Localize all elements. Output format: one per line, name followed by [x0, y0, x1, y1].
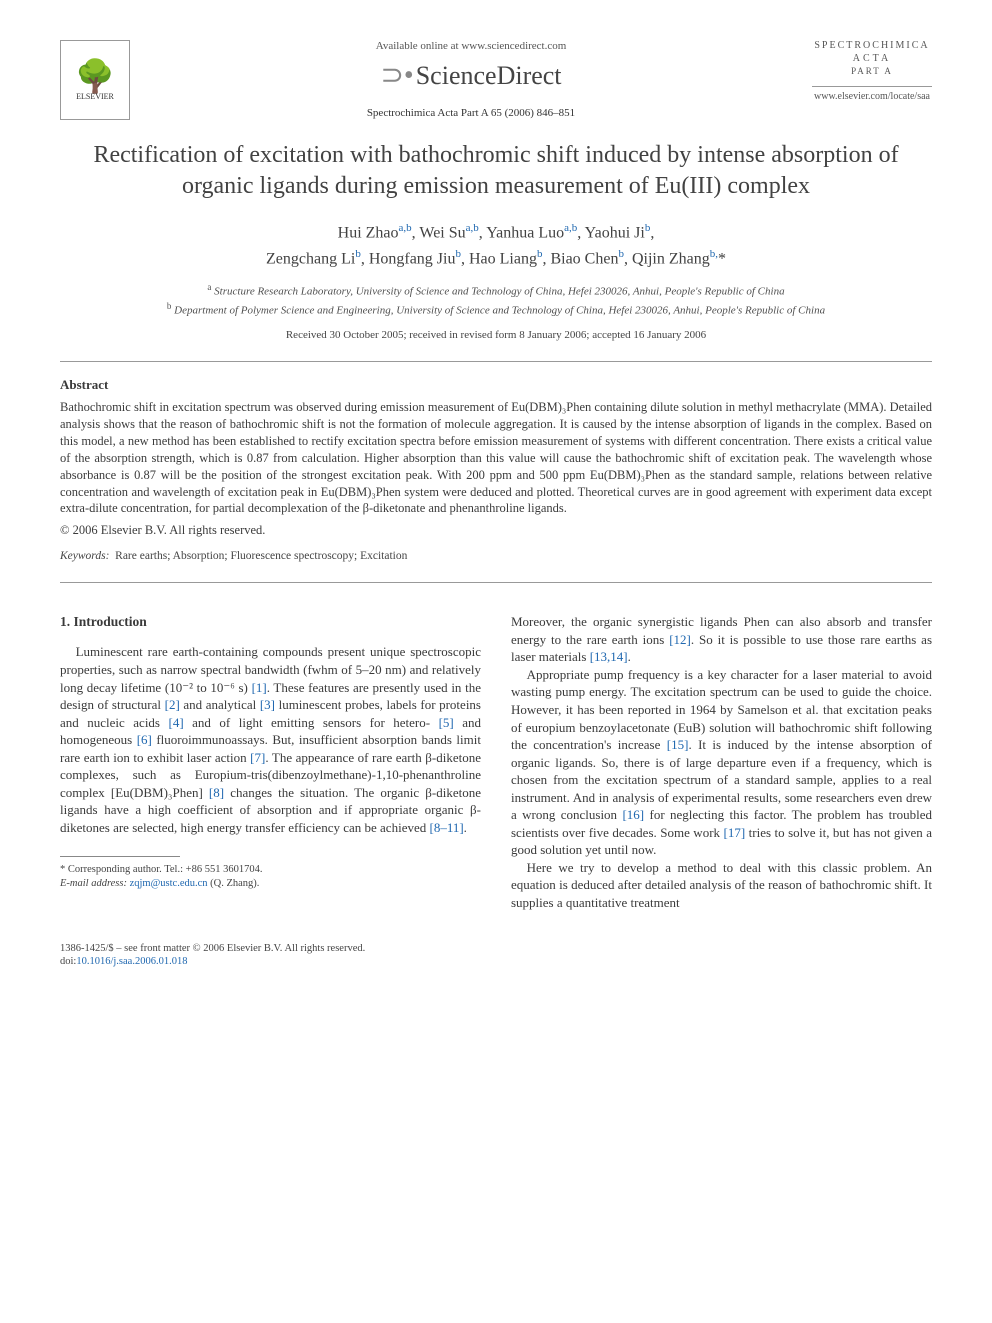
- journal-reference: Spectrochimica Acta Part A 65 (2006) 846…: [150, 107, 792, 119]
- right-column: Moreover, the organic synergistic ligand…: [511, 613, 932, 911]
- reference-link[interactable]: [4]: [168, 715, 183, 730]
- reference-link[interactable]: [7]: [250, 750, 265, 765]
- keywords-label: Keywords:: [60, 550, 109, 562]
- article-title: Rectification of excitation with bathoch…: [60, 140, 932, 202]
- body-columns: 1. Introduction Luminescent rare earth-c…: [60, 613, 932, 911]
- footnote-corr: * Corresponding author. Tel.: +86 551 36…: [60, 863, 481, 877]
- abstract-body: Bathochromic shift in excitation spectru…: [60, 399, 932, 517]
- footnote-email-suffix: (Q. Zhang).: [210, 878, 259, 889]
- journal-url: www.elsevier.com/locate/saa: [812, 91, 932, 102]
- intro-p2: Moreover, the organic synergistic ligand…: [511, 613, 932, 666]
- keywords-text: Rare earths; Absorption; Fluorescence sp…: [115, 550, 407, 562]
- footnote-email-line: E-mail address: zqjm@ustc.edu.cn (Q. Zha…: [60, 877, 481, 891]
- reference-link[interactable]: [2]: [165, 697, 180, 712]
- author-list: Hui Zhaoa,b, Wei Sua,b, Yanhua Luoa,b, Y…: [60, 220, 932, 271]
- keywords: Keywords: Rare earths; Absorption; Fluor…: [60, 550, 932, 562]
- affiliation-a: a Structure Research Laboratory, Univers…: [60, 281, 932, 300]
- reference-link[interactable]: [1]: [252, 680, 267, 695]
- rule-below-keywords: [60, 582, 932, 583]
- reference-link[interactable]: [5]: [439, 715, 454, 730]
- affiliation-b: b Department of Polymer Science and Engi…: [60, 300, 932, 319]
- doi-link[interactable]: 10.1016/j.saa.2006.01.018: [76, 956, 187, 967]
- footnote-rule: [60, 856, 180, 857]
- intro-p3: Appropriate pump frequency is a key char…: [511, 666, 932, 859]
- available-online-text: Available online at www.sciencedirect.co…: [150, 40, 792, 52]
- issn-line: 1386-1425/$ – see front matter © 2006 El…: [60, 942, 932, 956]
- intro-p4: Here we try to develop a method to deal …: [511, 859, 932, 912]
- reference-link[interactable]: [15]: [667, 737, 689, 752]
- sciencedirect-block: Available online at www.sciencedirect.co…: [130, 40, 812, 119]
- page-header: 🌳 ELSEVIER Available online at www.scien…: [60, 40, 932, 120]
- elsevier-logo: 🌳 ELSEVIER: [60, 40, 130, 120]
- corresponding-author-footnote: * Corresponding author. Tel.: +86 551 36…: [60, 863, 481, 890]
- journal-title-box: SPECTROCHIMICA ACTA PART A www.elsevier.…: [812, 40, 932, 102]
- intro-p1: Luminescent rare earth-containing compou…: [60, 643, 481, 836]
- footnote-email-label: E-mail address:: [60, 878, 127, 889]
- sciencedirect-logo: ⊃•ScienceDirect: [150, 58, 792, 92]
- journal-box-line1: SPECTROCHIMICA: [812, 40, 932, 51]
- affiliations: a Structure Research Laboratory, Univers…: [60, 281, 932, 319]
- bottom-meta: 1386-1425/$ – see front matter © 2006 El…: [60, 942, 932, 969]
- intro-heading: 1. Introduction: [60, 613, 481, 631]
- journal-box-line3: PART A: [812, 66, 932, 76]
- reference-link[interactable]: [17]: [724, 825, 746, 840]
- abstract-copyright: © 2006 Elsevier B.V. All rights reserved…: [60, 523, 932, 538]
- sd-swoosh-icon: ⊃•: [380, 60, 413, 91]
- abstract-heading: Abstract: [60, 377, 932, 393]
- reference-link[interactable]: [12]: [669, 632, 691, 647]
- rule-above-abstract: [60, 361, 932, 362]
- elsevier-label: ELSEVIER: [76, 92, 114, 101]
- doi-line: doi:10.1016/j.saa.2006.01.018: [60, 955, 932, 969]
- elsevier-tree-icon: 🌳: [75, 60, 115, 92]
- journal-box-rule: [812, 86, 932, 87]
- reference-link[interactable]: [13,14]: [590, 649, 628, 664]
- article-dates: Received 30 October 2005; received in re…: [60, 329, 932, 341]
- reference-link[interactable]: [16]: [622, 807, 644, 822]
- reference-link[interactable]: [6]: [137, 732, 152, 747]
- reference-link[interactable]: [8–11]: [429, 820, 463, 835]
- reference-link[interactable]: [8]: [209, 785, 224, 800]
- reference-link[interactable]: [3]: [260, 697, 275, 712]
- left-column: 1. Introduction Luminescent rare earth-c…: [60, 613, 481, 911]
- footnote-email[interactable]: zqjm@ustc.edu.cn: [130, 878, 208, 889]
- journal-box-line2: ACTA: [812, 53, 932, 64]
